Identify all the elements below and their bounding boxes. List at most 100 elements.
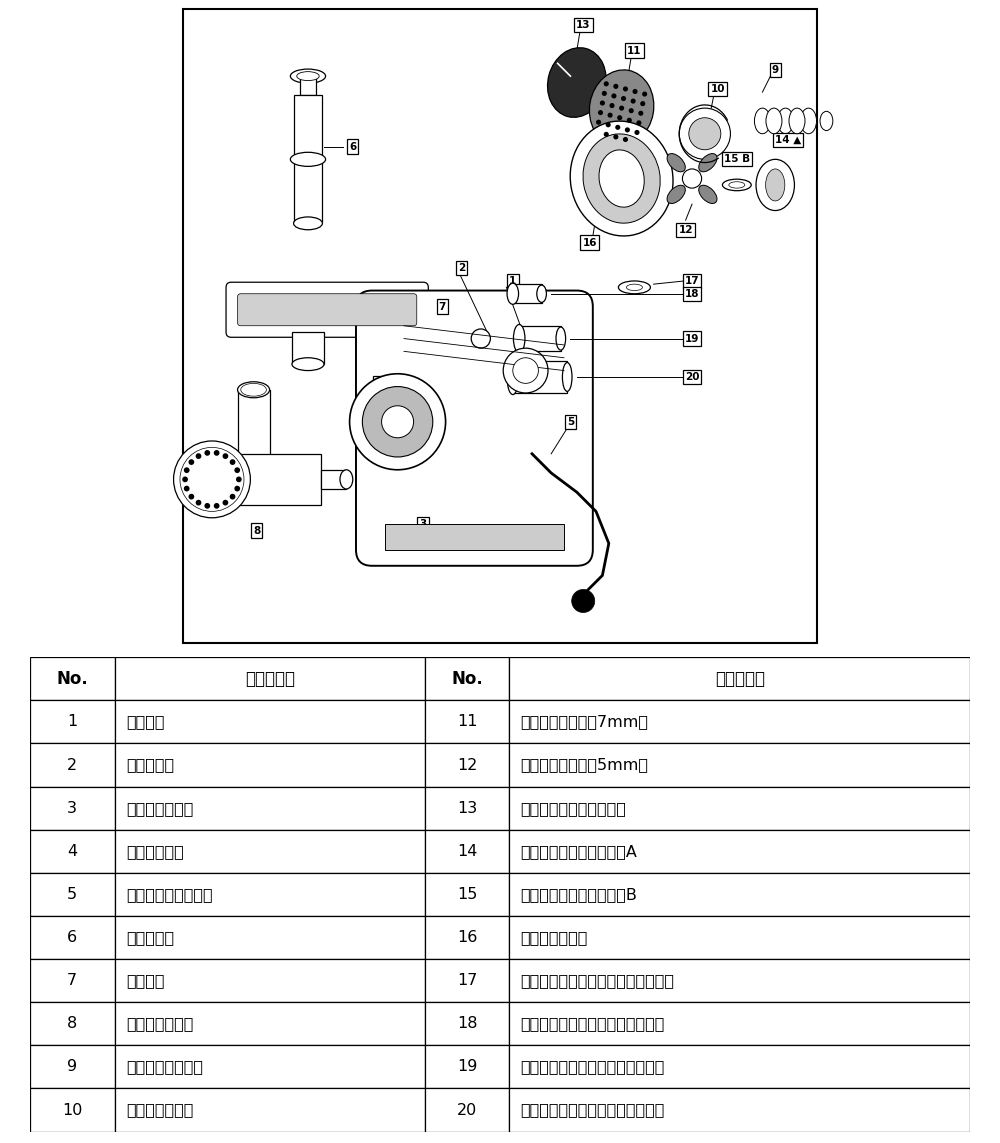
Circle shape	[223, 454, 228, 459]
Circle shape	[503, 349, 548, 393]
Circle shape	[230, 494, 235, 499]
Text: 4: 4	[375, 378, 382, 389]
Circle shape	[640, 101, 645, 106]
Circle shape	[184, 467, 190, 473]
Bar	[115, 916, 425, 959]
Bar	[425, 830, 509, 873]
Text: 7: 7	[439, 302, 446, 312]
Ellipse shape	[699, 153, 717, 171]
Circle shape	[636, 120, 641, 126]
Ellipse shape	[513, 325, 525, 353]
Bar	[115, 873, 425, 916]
Ellipse shape	[241, 383, 266, 397]
Bar	[115, 743, 425, 786]
Circle shape	[634, 130, 640, 135]
Circle shape	[613, 135, 618, 139]
Ellipse shape	[556, 327, 566, 350]
Circle shape	[234, 467, 240, 473]
Circle shape	[627, 118, 632, 122]
Text: チューブアタッチメントA: チューブアタッチメントA	[521, 844, 638, 858]
Text: 16: 16	[582, 238, 597, 248]
Bar	[425, 959, 509, 1002]
Bar	[425, 1046, 509, 1088]
Text: 12: 12	[678, 225, 693, 234]
Circle shape	[204, 503, 210, 509]
Circle shape	[204, 450, 210, 456]
Text: 6: 6	[349, 142, 356, 152]
Circle shape	[608, 113, 613, 118]
Text: 1: 1	[67, 714, 77, 729]
Bar	[509, 1088, 970, 1132]
Text: 6: 6	[67, 930, 77, 945]
Ellipse shape	[722, 179, 751, 191]
Ellipse shape	[570, 121, 673, 235]
Ellipse shape	[537, 285, 546, 303]
Text: カットプレート（7mm）: カットプレート（7mm）	[521, 714, 649, 729]
Ellipse shape	[290, 152, 326, 167]
Circle shape	[606, 122, 611, 127]
Text: ソーセージアタッチメント（中）: ソーセージアタッチメント（中）	[521, 1060, 665, 1074]
Ellipse shape	[754, 109, 770, 134]
Bar	[30, 959, 115, 1002]
Ellipse shape	[699, 185, 717, 203]
Text: 1: 1	[509, 275, 516, 286]
Bar	[115, 1088, 425, 1132]
Circle shape	[598, 110, 603, 115]
Circle shape	[609, 103, 615, 109]
Text: ソーセージアタッチメントブロック: ソーセージアタッチメントブロック	[521, 973, 675, 989]
Text: 14: 14	[457, 844, 477, 858]
Polygon shape	[513, 361, 567, 393]
Ellipse shape	[238, 382, 270, 398]
Bar	[115, 959, 425, 1002]
FancyBboxPatch shape	[356, 290, 593, 566]
Text: 駆動シャフト: 駆動シャフト	[126, 844, 184, 858]
Ellipse shape	[789, 109, 805, 134]
Circle shape	[682, 169, 702, 189]
Text: 10: 10	[62, 1103, 82, 1118]
Ellipse shape	[562, 362, 572, 391]
Ellipse shape	[777, 109, 793, 134]
Bar	[509, 916, 970, 959]
Polygon shape	[513, 285, 542, 303]
Bar	[509, 959, 970, 1002]
Bar	[509, 1046, 970, 1088]
Circle shape	[236, 477, 242, 482]
Circle shape	[196, 454, 201, 459]
Polygon shape	[238, 390, 270, 473]
Ellipse shape	[292, 358, 324, 370]
Bar	[30, 1046, 115, 1088]
Bar	[425, 916, 509, 959]
Text: 12: 12	[457, 758, 477, 773]
Polygon shape	[321, 470, 346, 489]
Circle shape	[196, 499, 201, 505]
Bar	[509, 830, 970, 873]
Circle shape	[613, 83, 618, 89]
Ellipse shape	[667, 185, 685, 203]
Bar	[30, 916, 115, 959]
Bar	[509, 873, 970, 916]
Circle shape	[223, 499, 228, 505]
Bar	[425, 873, 509, 916]
Text: 13: 13	[457, 800, 477, 816]
Circle shape	[362, 386, 433, 457]
Circle shape	[174, 441, 250, 518]
Bar	[115, 786, 425, 830]
Polygon shape	[294, 95, 322, 223]
Text: スイッチ: スイッチ	[126, 714, 164, 729]
Circle shape	[623, 137, 628, 142]
Circle shape	[679, 109, 730, 159]
Circle shape	[638, 111, 643, 115]
Bar	[30, 830, 115, 873]
Text: 8: 8	[67, 1016, 77, 1031]
Circle shape	[188, 494, 194, 499]
Ellipse shape	[340, 470, 353, 489]
Circle shape	[596, 120, 601, 125]
Text: 2: 2	[67, 758, 77, 773]
Polygon shape	[385, 525, 564, 550]
Bar	[115, 830, 425, 873]
Circle shape	[382, 406, 414, 438]
Text: 15 B: 15 B	[724, 154, 750, 165]
Circle shape	[602, 90, 607, 96]
Circle shape	[621, 96, 626, 101]
Text: 14 ▲: 14 ▲	[775, 135, 801, 145]
